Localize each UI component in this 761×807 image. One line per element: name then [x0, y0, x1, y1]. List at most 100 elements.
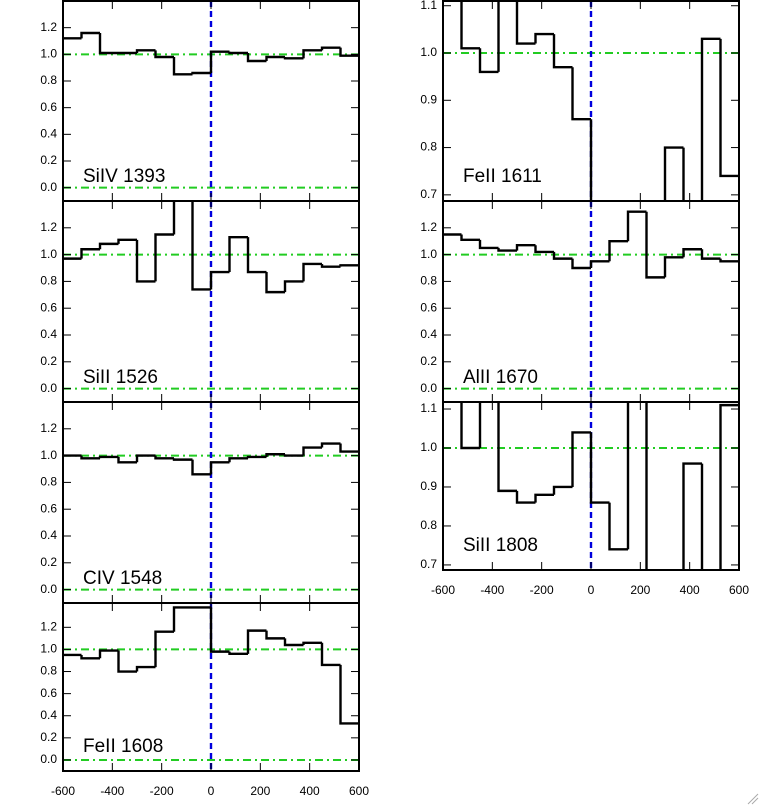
x-tick-label: -400: [100, 784, 124, 798]
step-bin: [320, 46, 341, 51]
step-bin: [283, 280, 304, 293]
step-bin: [552, 34, 573, 69]
step-bin: [154, 455, 174, 460]
step-bin: [719, 403, 739, 570]
step-bin: [265, 272, 285, 294]
step-bin: [645, 402, 648, 570]
step-bin: [700, 249, 721, 260]
y-tick-label: 1.0: [40, 448, 57, 462]
step-bin: [534, 245, 554, 254]
step-bin: [515, 1, 536, 45]
step-bin: [534, 32, 554, 44]
panel-label: FeII 1608: [83, 736, 163, 757]
x-tick-label: 0: [588, 583, 595, 597]
y-tick-label: 1.2: [420, 220, 437, 234]
y-tick-label: 0.2: [420, 354, 437, 368]
step-bin: [552, 251, 573, 260]
step-bin: [228, 235, 248, 273]
step-bin: [571, 258, 591, 270]
y-tick-label: 1.2: [40, 619, 57, 633]
step-bin: [626, 210, 647, 242]
step-bin: [608, 502, 628, 551]
step-bin: [534, 493, 554, 503]
step-bin: [246, 455, 267, 459]
step-bin: [460, 234, 480, 242]
step-bin: [209, 461, 230, 475]
y-tick-label: 0.0: [420, 381, 437, 395]
step-bin: [700, 463, 704, 570]
x-tick-label: 0: [208, 784, 215, 798]
step-bin: [478, 402, 482, 448]
y-tick-label: 0.4: [40, 327, 57, 341]
panel-label: AlII 1670: [463, 367, 538, 388]
step-bin: [265, 55, 285, 61]
step-bin: [191, 459, 211, 476]
y-tick-label: 1.0: [420, 247, 437, 261]
step-bin: [135, 49, 156, 53]
y-tick-label: 1.0: [40, 642, 57, 656]
x-tick-label: 200: [250, 784, 270, 798]
step-bin: [497, 247, 517, 252]
x-tick-label: -200: [530, 583, 554, 597]
y-tick-label: 0.2: [40, 730, 57, 744]
y-tick-label: 0.0: [40, 180, 57, 194]
step-bin: [515, 244, 536, 251]
y-tick-label: 0.4: [40, 127, 57, 141]
step-bin: [571, 67, 591, 121]
step-bin: [135, 665, 156, 672]
step-bin: [320, 263, 341, 268]
y-tick-label: 0.6: [40, 300, 57, 314]
x-tick-label: -400: [480, 583, 504, 597]
y-tick-label: 0.8: [40, 73, 57, 87]
y-tick-label: 0.8: [40, 475, 57, 489]
step-bin: [98, 649, 119, 659]
step-bin: [228, 457, 248, 463]
panel-label: SiII 1526: [83, 367, 158, 388]
step-bin: [265, 453, 285, 457]
step-bin: [302, 262, 322, 282]
y-tick-label: 1.1: [420, 401, 437, 415]
step-bin: [320, 642, 341, 667]
step-bin: [460, 402, 480, 450]
step-bin: [246, 237, 267, 274]
step-bin: [246, 629, 267, 654]
step-bin: [172, 606, 193, 632]
step-bin: [191, 201, 211, 291]
step-bin: [589, 432, 610, 504]
step-bin: [339, 443, 359, 453]
y-tick-label: 0.4: [40, 528, 57, 542]
step-bin: [80, 248, 100, 259]
y-tick-label: 0.9: [420, 92, 437, 106]
y-tick-label: 0.6: [40, 686, 57, 700]
y-tick-label: 0.6: [40, 501, 57, 515]
step-bin: [117, 456, 137, 464]
y-tick-label: 0.6: [40, 100, 57, 114]
y-tick-label: 1.2: [40, 20, 57, 34]
step-bin: [589, 260, 610, 268]
step-bin: [682, 248, 702, 258]
y-tick-label: 0.4: [40, 708, 57, 722]
y-tick-label: 0.9: [420, 479, 437, 493]
step-bin: [339, 264, 359, 267]
step-bin: [154, 50, 174, 59]
step-bin: [98, 242, 119, 250]
panel-label: CIV 1548: [83, 568, 162, 589]
step-bin: [608, 240, 628, 262]
y-tick-label: 1.2: [40, 220, 57, 234]
step-bin: [302, 641, 322, 645]
step-bin: [209, 270, 230, 290]
resize-grip: [747, 793, 759, 805]
step-bin: [339, 664, 359, 725]
step-bin: [719, 38, 739, 178]
panel-label: SiIV 1393: [83, 166, 165, 187]
step-bin: [589, 119, 593, 201]
y-tick-label: 1.0: [420, 440, 437, 454]
y-tick-label: 0.8: [420, 518, 437, 532]
panel-label: SiII 1808: [463, 535, 538, 556]
panel: [443, 1, 739, 201]
step-bin: [663, 146, 684, 201]
y-tick-label: 0.0: [40, 582, 57, 596]
step-bin: [265, 630, 285, 640]
step-bin: [663, 256, 684, 278]
